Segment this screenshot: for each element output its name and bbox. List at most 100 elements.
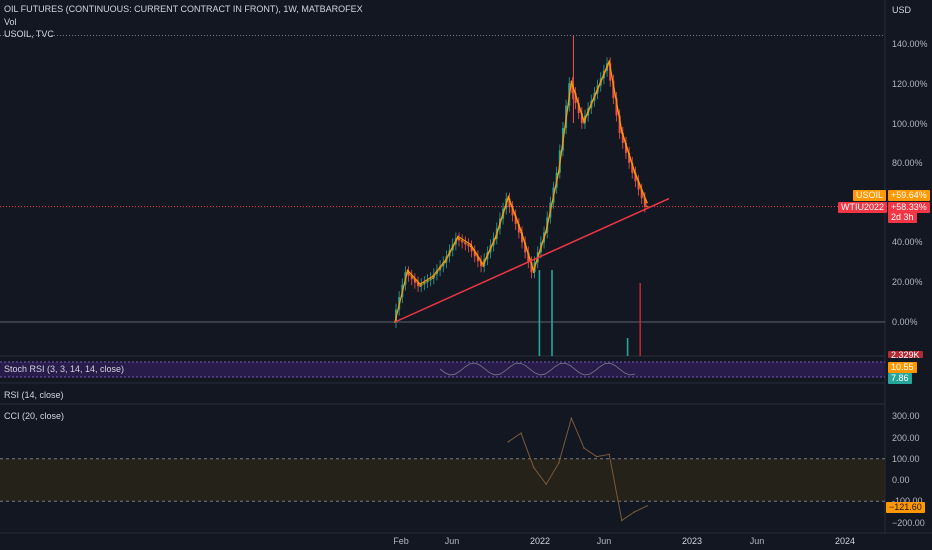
- countdown-badge: 2d 3h: [888, 212, 917, 223]
- series-point: [432, 277, 434, 280]
- cci-tick: 0.00: [892, 475, 910, 485]
- stoch-band: [0, 362, 885, 377]
- time-tick: 2022: [529, 536, 551, 546]
- currency-label: USD: [892, 5, 912, 15]
- series-point: [495, 235, 497, 238]
- series-point: [545, 229, 547, 232]
- candle-body: [577, 103, 580, 114]
- series-point: [444, 261, 447, 264]
- candle-body: [407, 272, 410, 276]
- series-point: [469, 243, 472, 246]
- series-point: [621, 130, 623, 132]
- candle-body: [612, 80, 615, 99]
- candle-body: [580, 113, 583, 123]
- series-point: [419, 283, 422, 285]
- series-point: [595, 90, 598, 92]
- time-tick: 2023: [681, 536, 703, 546]
- series-point: [558, 169, 560, 172]
- candle-body: [615, 98, 618, 116]
- candle-body: [524, 242, 527, 253]
- series-point: [633, 169, 636, 172]
- cci-tick: 100.00: [892, 454, 920, 464]
- candle-body: [432, 274, 435, 279]
- series-point: [583, 122, 585, 124]
- rsi-title: RSI (14, close): [4, 390, 64, 400]
- volume-bar: [626, 338, 629, 356]
- candle-body: [624, 142, 627, 153]
- support-trendline: [394, 197, 670, 323]
- candle-body: [514, 215, 517, 224]
- main-price-pane: [0, 34, 885, 356]
- cci-point: [545, 483, 547, 486]
- cci-point: [532, 466, 535, 469]
- series-point: [646, 201, 648, 204]
- price-tick: 120.00%: [892, 79, 928, 89]
- cci-point: [583, 447, 585, 449]
- candle-body: [470, 246, 473, 252]
- candle-body: [631, 162, 634, 173]
- series-point: [520, 229, 522, 232]
- cci-band-fill: [0, 458, 885, 502]
- candle-body: [410, 275, 413, 280]
- stoch-k-line: [439, 362, 636, 376]
- series-point: [406, 269, 409, 272]
- series-point: [444, 259, 447, 262]
- series-point: [570, 80, 573, 83]
- candle-body: [413, 279, 416, 283]
- cci-point: [633, 511, 636, 513]
- price-tick: 0.00%: [892, 317, 918, 327]
- candle-body: [628, 152, 631, 163]
- cci-line: [508, 416, 648, 522]
- price-tick: 40.00%: [892, 237, 923, 247]
- cci-tick: -100.00: [892, 496, 923, 506]
- price-tick: 80.00%: [892, 158, 923, 168]
- candle-body: [442, 262, 445, 267]
- time-tick: Jun: [749, 536, 765, 546]
- series-point: [419, 285, 422, 287]
- candle-body: [530, 262, 533, 273]
- candle-body: [417, 282, 420, 287]
- series-point: [532, 269, 535, 272]
- volume-legend: Vol: [4, 17, 17, 27]
- volume-bar: [538, 270, 541, 356]
- compare-legend: USOIL, TVC: [4, 29, 54, 39]
- candle-body: [511, 207, 514, 216]
- usoil-value-badge: +59.64%: [888, 190, 930, 201]
- series-point: [482, 265, 485, 268]
- volume-bar: [639, 283, 641, 356]
- series-point: [457, 235, 459, 238]
- cci-point: [608, 453, 610, 456]
- cci-point: [570, 417, 573, 420]
- time-tick: 2024: [834, 536, 856, 546]
- candle-body: [435, 270, 438, 275]
- usoil-name-badge: USOIL: [853, 190, 887, 201]
- time-tick: Jun: [596, 536, 612, 546]
- chart-title: OIL FUTURES (CONTINUOUS: CURRENT CONTRAC…: [4, 4, 363, 14]
- candle-body: [621, 132, 624, 143]
- series-point: [507, 195, 510, 198]
- cci-point: [621, 519, 623, 522]
- price-tick: 100.00%: [892, 119, 928, 129]
- volume-badge: 2.329K: [888, 351, 923, 358]
- cci-tick: 300.00: [892, 411, 920, 421]
- series-point: [532, 271, 535, 274]
- cci-point: [520, 432, 522, 434]
- candle-body: [480, 261, 483, 267]
- cci-point: [595, 455, 598, 458]
- series-point: [608, 60, 610, 63]
- candle-body: [634, 172, 637, 182]
- candle-body: [517, 223, 520, 233]
- main-value-badge: +58.33%: [888, 202, 930, 213]
- candle-body: [521, 232, 523, 243]
- cci-point: [646, 505, 648, 507]
- cci-point: [558, 462, 560, 464]
- stoch-rsi-pane: [0, 361, 885, 378]
- series-point: [583, 120, 585, 122]
- candle-body: [508, 198, 511, 208]
- candle-body: [643, 198, 646, 207]
- stoch-k-badge: 10.55: [888, 362, 917, 373]
- price-tick: 20.00%: [892, 277, 923, 287]
- grid-lines: [0, 0, 932, 534]
- stoch-d-badge: 7.86: [888, 373, 912, 384]
